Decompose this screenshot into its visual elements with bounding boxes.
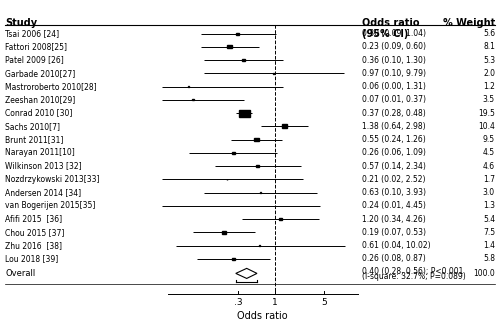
Text: 19.5: 19.5 bbox=[478, 108, 495, 117]
Bar bbox=[230, 205, 232, 206]
Text: 5.4: 5.4 bbox=[483, 214, 495, 224]
Text: Tsai 2006 [24]: Tsai 2006 [24] bbox=[5, 29, 59, 38]
Text: 0.06 (0.00, 1.31): 0.06 (0.00, 1.31) bbox=[362, 82, 426, 91]
Text: .3: .3 bbox=[234, 298, 242, 307]
Bar bbox=[226, 179, 228, 180]
Text: van Bogerijen 2015[35]: van Bogerijen 2015[35] bbox=[5, 201, 96, 210]
Text: 1.38 (0.64, 2.98): 1.38 (0.64, 2.98) bbox=[362, 122, 426, 131]
Bar bbox=[242, 59, 245, 61]
Text: 1.2: 1.2 bbox=[483, 82, 495, 91]
Text: Andersen 2014 [34]: Andersen 2014 [34] bbox=[5, 188, 81, 197]
Bar bbox=[228, 45, 232, 48]
Text: % Weight: % Weight bbox=[443, 18, 495, 28]
Text: 0.40 (0.28, 0.56); P<0.001: 0.40 (0.28, 0.56); P<0.001 bbox=[362, 267, 464, 276]
Text: 5.3: 5.3 bbox=[483, 56, 495, 65]
Text: Zhu 2016  [38]: Zhu 2016 [38] bbox=[5, 241, 62, 250]
Bar bbox=[254, 138, 259, 141]
Bar bbox=[188, 86, 189, 87]
Text: Study: Study bbox=[5, 18, 37, 28]
Text: 1.7: 1.7 bbox=[483, 175, 495, 184]
Text: 0.24 (0.01, 4.45): 0.24 (0.01, 4.45) bbox=[362, 201, 426, 210]
Text: Wilkinson 2013 [32]: Wilkinson 2013 [32] bbox=[5, 161, 82, 170]
Bar bbox=[279, 218, 282, 220]
Text: 0.63 (0.10, 3.93): 0.63 (0.10, 3.93) bbox=[362, 188, 426, 197]
Text: 0.61 (0.04, 10.02): 0.61 (0.04, 10.02) bbox=[362, 241, 431, 250]
Text: 3.5: 3.5 bbox=[483, 95, 495, 104]
Text: 0.55 (0.24, 1.26): 0.55 (0.24, 1.26) bbox=[362, 135, 426, 144]
Text: 7.5: 7.5 bbox=[483, 228, 495, 237]
Text: 0.37 (0.28, 0.48): 0.37 (0.28, 0.48) bbox=[362, 108, 426, 117]
Text: 0.26 (0.06, 1.09): 0.26 (0.06, 1.09) bbox=[362, 148, 426, 157]
Text: 100.0: 100.0 bbox=[473, 269, 495, 278]
Text: 1: 1 bbox=[272, 298, 278, 307]
Text: Nozdrzykowski 2013[33]: Nozdrzykowski 2013[33] bbox=[5, 175, 100, 184]
Text: 1.20 (0.34, 4.26): 1.20 (0.34, 4.26) bbox=[362, 214, 426, 224]
Text: Narayan 2011[10]: Narayan 2011[10] bbox=[5, 148, 75, 157]
Bar bbox=[222, 231, 226, 234]
Text: 0.19 (0.07, 0.53): 0.19 (0.07, 0.53) bbox=[362, 228, 426, 237]
Polygon shape bbox=[236, 268, 257, 278]
Text: Afifi 2015  [36]: Afifi 2015 [36] bbox=[5, 214, 62, 224]
Text: 4.5: 4.5 bbox=[483, 148, 495, 157]
Text: (I-square: 32.7%; P=0.089): (I-square: 32.7%; P=0.089) bbox=[362, 272, 466, 281]
Text: Garbade 2010[27]: Garbade 2010[27] bbox=[5, 69, 75, 78]
Text: 3.0: 3.0 bbox=[483, 188, 495, 197]
Text: 0.97 (0.10, 9.79): 0.97 (0.10, 9.79) bbox=[362, 69, 426, 78]
Text: Fattori 2008[25]: Fattori 2008[25] bbox=[5, 42, 67, 51]
Bar bbox=[282, 125, 288, 128]
Bar bbox=[232, 152, 235, 154]
Text: Conrad 2010 [30]: Conrad 2010 [30] bbox=[5, 108, 72, 117]
Bar bbox=[192, 99, 194, 100]
Text: Mastroroberto 2010[28]: Mastroroberto 2010[28] bbox=[5, 82, 96, 91]
Bar bbox=[259, 245, 260, 246]
Text: Chou 2015 [37]: Chou 2015 [37] bbox=[5, 228, 64, 237]
Text: 5.6: 5.6 bbox=[483, 29, 495, 38]
Text: 0.21 (0.02, 2.52): 0.21 (0.02, 2.52) bbox=[362, 175, 426, 184]
Text: 5.8: 5.8 bbox=[483, 254, 495, 263]
Text: 4.6: 4.6 bbox=[483, 161, 495, 170]
Text: 0.07 (0.01, 0.37): 0.07 (0.01, 0.37) bbox=[362, 95, 426, 104]
Text: 0.26 (0.08, 0.87): 0.26 (0.08, 0.87) bbox=[362, 254, 426, 263]
Text: Overall: Overall bbox=[5, 269, 35, 278]
Bar bbox=[239, 109, 250, 117]
Text: 1.3: 1.3 bbox=[483, 201, 495, 210]
Text: 0.36 (0.10, 1.30): 0.36 (0.10, 1.30) bbox=[362, 56, 426, 65]
Text: 0.57 (0.14, 2.34): 0.57 (0.14, 2.34) bbox=[362, 161, 426, 170]
Text: Zeeshan 2010[29]: Zeeshan 2010[29] bbox=[5, 95, 75, 104]
Text: Lou 2018 [39]: Lou 2018 [39] bbox=[5, 254, 58, 263]
Text: 5: 5 bbox=[321, 298, 327, 307]
Bar bbox=[256, 165, 259, 167]
Bar bbox=[232, 258, 235, 260]
Text: 0.30 (0.09, 1.04): 0.30 (0.09, 1.04) bbox=[362, 29, 426, 38]
Text: Patel 2009 [26]: Patel 2009 [26] bbox=[5, 56, 64, 65]
Text: Sachs 2010[7]: Sachs 2010[7] bbox=[5, 122, 60, 131]
Text: 2.0: 2.0 bbox=[483, 69, 495, 78]
Text: 0.23 (0.09, 0.60): 0.23 (0.09, 0.60) bbox=[362, 42, 426, 51]
Text: Odds ratio
(95% CI): Odds ratio (95% CI) bbox=[362, 18, 420, 39]
Bar bbox=[236, 32, 240, 35]
Text: 10.4: 10.4 bbox=[478, 122, 495, 131]
Bar bbox=[260, 192, 262, 193]
Text: 9.5: 9.5 bbox=[483, 135, 495, 144]
Bar bbox=[273, 73, 274, 74]
Text: Brunt 2011[31]: Brunt 2011[31] bbox=[5, 135, 64, 144]
Text: Odds ratio: Odds ratio bbox=[237, 311, 288, 321]
Text: 8.1: 8.1 bbox=[483, 42, 495, 51]
Text: 1.4: 1.4 bbox=[483, 241, 495, 250]
